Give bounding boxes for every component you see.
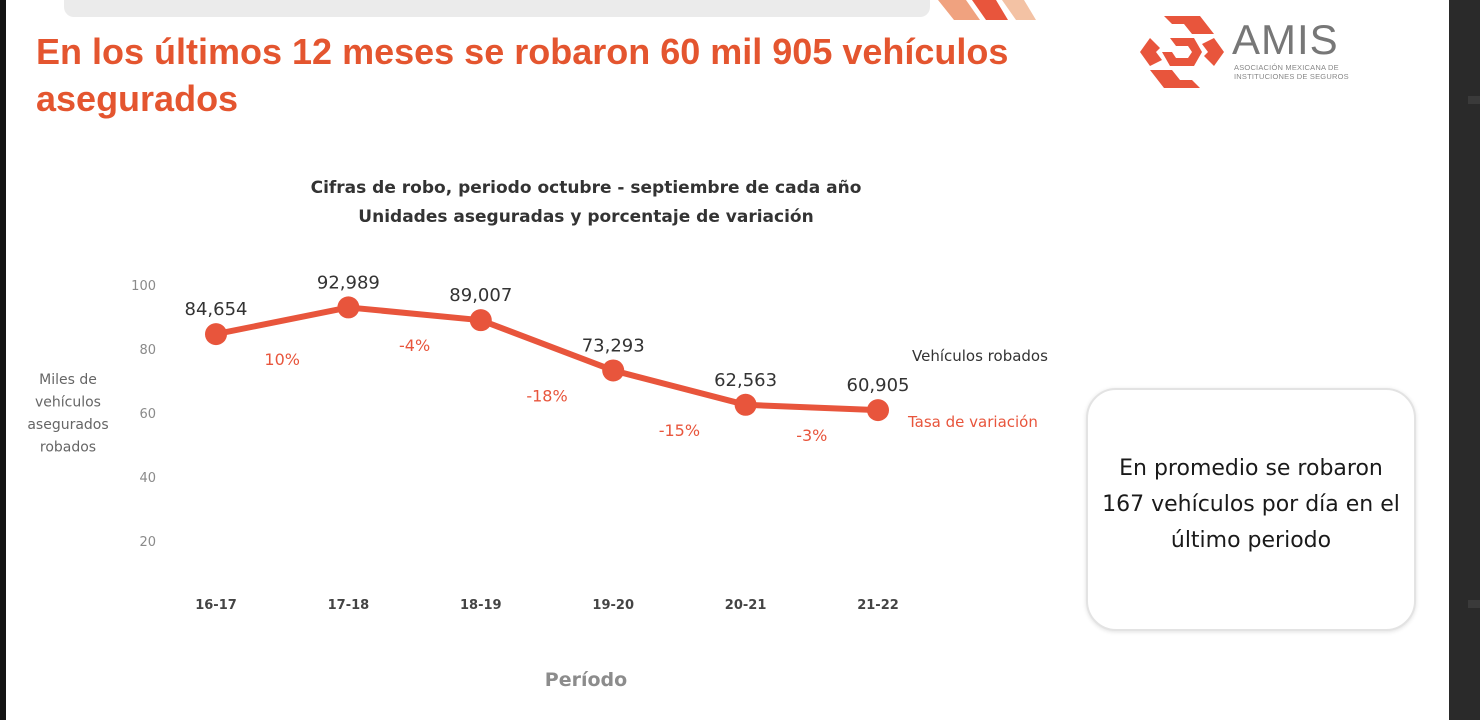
data-value-label: 73,293 [582, 335, 645, 356]
amis-logo-word: AMIS [1232, 16, 1339, 63]
slide-title: En los últimos 12 meses se robaron 60 mi… [36, 31, 1009, 119]
data-point [734, 393, 757, 416]
y-axis-label-line: vehículos [35, 395, 101, 411]
amis-logo-mark-icon [1140, 16, 1224, 88]
variation-label: 10% [264, 350, 300, 369]
amis-logo: AMIS Asociación Mexicana de Institucione… [1140, 14, 1370, 94]
window-edge [1449, 0, 1480, 720]
data-value-label: 84,654 [185, 299, 248, 320]
data-value-label: 89,007 [449, 285, 512, 306]
x-tick-label: 16-17 [195, 598, 237, 613]
y-tick-label: 20 [139, 535, 156, 550]
legend-tasa-de-variacion: Tasa de variación [907, 413, 1038, 431]
amis-logo-subtitle: Asociación Mexicana de Instituciones de … [1234, 63, 1374, 81]
legend-vehiculos-robados: Vehículos robados [912, 347, 1048, 365]
data-value-label: 60,905 [847, 375, 910, 396]
variation-label: -15% [659, 421, 700, 440]
variation-label: -3% [796, 426, 827, 445]
amis-logo-subtitle-line1: Asociación Mexicana de [1234, 63, 1339, 72]
y-axis-label-line: Miles de [39, 372, 97, 388]
series-line [213, 304, 881, 414]
variation-label: -18% [526, 386, 567, 405]
y-tick-label: 80 [139, 343, 156, 358]
x-tick-label: 21-22 [857, 598, 899, 613]
x-tick-label: 19-20 [592, 598, 634, 613]
y-tick-label: 60 [139, 407, 156, 422]
data-value-label: 62,563 [714, 370, 777, 391]
y-tick-label: 40 [139, 471, 156, 486]
data-point [337, 296, 360, 319]
x-tick-label: 18-19 [460, 598, 502, 613]
chart-title: Cifras de robo, periodo octubre - septie… [311, 178, 862, 198]
top-corner-decoration [938, 0, 1036, 20]
data-value-label: 92,989 [317, 272, 380, 293]
y-axis-label-line: asegurados [27, 417, 108, 433]
average-callout-text: En promedio se robaron 167 vehículos por… [1102, 455, 1400, 553]
chart-subtitle: Unidades aseguradas y porcentaje de vari… [358, 207, 813, 227]
stolen-vehicles-chart: Cifras de robo, periodo octubre - septie… [27, 178, 1048, 691]
x-tick-label: 17-18 [328, 598, 370, 613]
slide: En los últimos 12 meses se robaron 60 mi… [6, 0, 1449, 720]
y-tick-label: 100 [131, 279, 156, 294]
data-point [602, 359, 625, 382]
average-callout-box: En promedio se robaron 167 vehículos por… [1086, 388, 1416, 631]
x-tick-label: 20-21 [725, 598, 767, 613]
top-decoration-bar [64, 0, 930, 17]
data-point [205, 323, 227, 346]
y-axis-label-line: robados [40, 440, 96, 456]
x-axis-label: Período [545, 669, 627, 691]
amis-logo-subtitle-line2: Instituciones de Seguros [1234, 72, 1349, 81]
variation-label: -4% [399, 336, 430, 355]
data-point [469, 309, 492, 332]
data-point [867, 399, 889, 422]
